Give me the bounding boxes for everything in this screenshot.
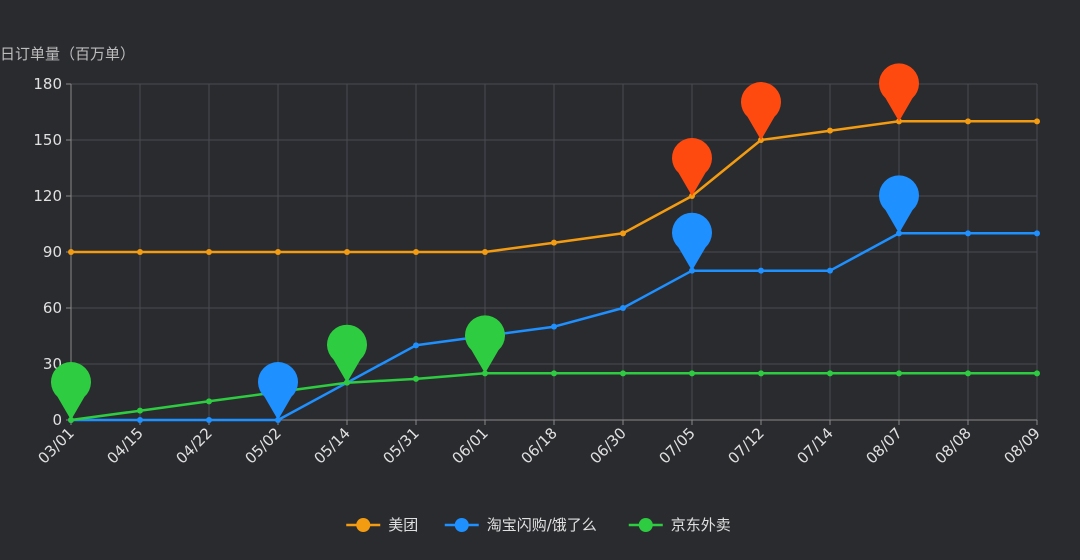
x-tick-label: 06/01 bbox=[449, 424, 492, 467]
x-tick-label: 06/18 bbox=[518, 424, 561, 467]
y-axis-label: 日订单量（百万单） bbox=[0, 45, 135, 63]
data-point[interactable] bbox=[551, 323, 557, 330]
data-point[interactable] bbox=[206, 417, 212, 423]
y-tick-label: 60 bbox=[43, 299, 62, 317]
mark-pin[interactable] bbox=[879, 63, 920, 122]
data-point[interactable] bbox=[551, 239, 557, 246]
legend-swatch-dot bbox=[454, 518, 469, 532]
y-tick-label: 180 bbox=[33, 75, 62, 93]
mark-pin[interactable] bbox=[50, 362, 91, 420]
y-tick-label: 150 bbox=[33, 131, 62, 149]
legend-item-2[interactable]: 淘宝闪购/饿了么 bbox=[444, 516, 597, 534]
mark-pin[interactable] bbox=[672, 138, 712, 196]
data-point[interactable] bbox=[827, 370, 833, 377]
series-1 bbox=[68, 118, 1040, 255]
legend-label: 京东外卖 bbox=[671, 516, 731, 534]
data-point[interactable] bbox=[137, 407, 143, 414]
data-point[interactable] bbox=[689, 370, 695, 377]
data-point[interactable] bbox=[827, 267, 833, 274]
data-point[interactable] bbox=[1034, 230, 1040, 237]
mark-pin[interactable] bbox=[465, 315, 505, 374]
data-point[interactable] bbox=[896, 370, 902, 377]
y-tick-label: 0 bbox=[52, 411, 62, 429]
x-tick-label: 07/05 bbox=[656, 424, 699, 467]
mark-pin[interactable] bbox=[258, 362, 298, 420]
legend-swatch-dot bbox=[638, 518, 653, 532]
x-tick-label: 04/22 bbox=[173, 424, 216, 467]
x-tick-label: 04/15 bbox=[104, 424, 147, 467]
data-point[interactable] bbox=[344, 249, 350, 255]
y-tick-label: 90 bbox=[43, 243, 62, 261]
mark-pin[interactable] bbox=[741, 82, 781, 140]
x-tick-label: 05/14 bbox=[311, 424, 354, 467]
data-point[interactable] bbox=[137, 417, 143, 423]
data-point[interactable] bbox=[206, 398, 212, 405]
x-tick-label: 08/09 bbox=[1001, 424, 1044, 467]
x-tick-label: 07/14 bbox=[794, 424, 837, 467]
data-point[interactable] bbox=[758, 370, 764, 377]
x-tick-label: 07/12 bbox=[725, 424, 768, 467]
series-3 bbox=[68, 370, 1040, 423]
data-point[interactable] bbox=[1034, 118, 1040, 125]
mark-pins bbox=[50, 63, 920, 420]
data-point[interactable] bbox=[413, 249, 419, 255]
x-tick-label: 03/01 bbox=[35, 424, 78, 467]
data-point[interactable] bbox=[620, 230, 626, 237]
data-point[interactable] bbox=[965, 370, 971, 377]
mark-pin[interactable] bbox=[672, 212, 712, 271]
data-point[interactable] bbox=[551, 370, 557, 377]
legend-item-1[interactable]: 美团 bbox=[346, 516, 418, 534]
data-point[interactable] bbox=[413, 342, 419, 349]
legend-label: 淘宝闪购/饿了么 bbox=[487, 516, 597, 534]
series-lines bbox=[68, 118, 1040, 423]
data-point[interactable] bbox=[965, 118, 971, 125]
data-point[interactable] bbox=[68, 249, 74, 255]
mark-pin[interactable] bbox=[879, 175, 920, 234]
data-point[interactable] bbox=[827, 127, 833, 134]
x-tick-label: 05/31 bbox=[380, 424, 423, 467]
data-point[interactable] bbox=[137, 249, 143, 255]
y-tick-label: 120 bbox=[33, 187, 62, 205]
x-tick-label: 05/02 bbox=[242, 424, 285, 467]
data-point[interactable] bbox=[758, 267, 764, 274]
data-point[interactable] bbox=[620, 305, 626, 311]
x-tick-label: 06/30 bbox=[587, 424, 630, 467]
data-point[interactable] bbox=[275, 249, 281, 255]
legend-swatch-dot bbox=[356, 518, 371, 532]
data-point[interactable] bbox=[1034, 370, 1040, 377]
mark-pin[interactable] bbox=[327, 324, 367, 383]
data-point[interactable] bbox=[413, 375, 419, 382]
data-point[interactable] bbox=[965, 230, 971, 237]
grid bbox=[71, 83, 1038, 420]
data-point[interactable] bbox=[620, 370, 626, 377]
legend-item-3[interactable]: 京东外卖 bbox=[628, 516, 731, 534]
data-point[interactable] bbox=[482, 249, 488, 255]
legend[interactable]: 美团 淘宝闪购/饿了么 京东外卖 bbox=[346, 516, 731, 534]
data-point[interactable] bbox=[206, 249, 212, 255]
legend-label: 美团 bbox=[388, 516, 418, 534]
x-tick-label: 08/07 bbox=[863, 424, 906, 467]
x-tick-label: 08/08 bbox=[932, 424, 975, 467]
